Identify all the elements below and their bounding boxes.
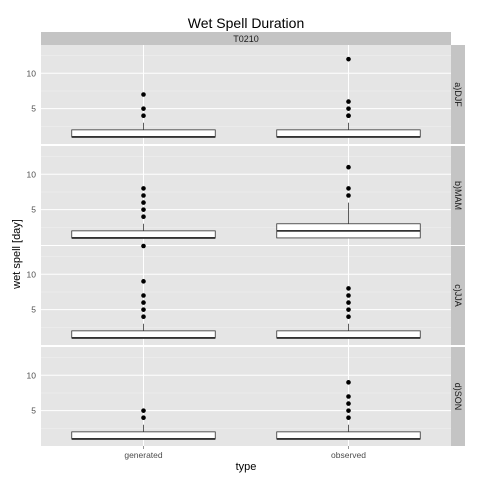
outlier-point xyxy=(141,408,146,413)
panel-3: 5 10 c)JJA xyxy=(27,243,465,345)
y-tick-label: 10 xyxy=(27,269,37,279)
panel-background xyxy=(41,246,451,345)
outlier-point xyxy=(346,164,351,170)
box-observed xyxy=(276,286,421,339)
outlier-point xyxy=(141,186,146,191)
box-body xyxy=(276,129,421,138)
top-strip-label: T0210 xyxy=(233,34,259,44)
panel-strip xyxy=(451,45,465,144)
y-tick-label: 5 xyxy=(31,205,36,215)
outlier-point xyxy=(141,307,146,312)
outlier-point xyxy=(141,106,146,111)
panel-strip-label: b)MAM xyxy=(453,181,463,210)
box-body xyxy=(71,330,216,339)
panel-strip xyxy=(451,246,465,345)
box-generated xyxy=(71,243,216,339)
box-generated xyxy=(71,186,216,239)
outlier-point xyxy=(346,193,351,198)
x-axis-title: type xyxy=(236,461,257,473)
x-axis: generated observed xyxy=(124,446,366,460)
panel-strip-label: d)SON xyxy=(453,383,463,411)
panel-4: 5 10 d)SON xyxy=(27,347,465,446)
panel-strip xyxy=(451,146,465,245)
box-observed xyxy=(276,380,421,440)
outlier-point xyxy=(141,193,146,198)
box-body xyxy=(276,330,421,339)
outlier-point xyxy=(141,214,146,220)
outlier-point xyxy=(346,314,351,320)
outlier-point xyxy=(141,279,146,284)
outlier-point xyxy=(346,186,351,191)
outlier-point xyxy=(141,92,146,97)
outlier-point xyxy=(141,314,146,320)
outlier-point xyxy=(346,286,351,291)
outlier-point xyxy=(141,243,146,249)
chart-title: Wet Spell Duration xyxy=(188,15,304,31)
outlier-point xyxy=(141,300,146,305)
box-observed xyxy=(276,56,421,138)
x-tick-label: observed xyxy=(331,450,366,460)
outlier-point xyxy=(346,99,351,104)
box-body xyxy=(71,431,216,440)
panel-strip-label: c)JJA xyxy=(453,284,463,307)
outlier-point xyxy=(141,113,146,119)
y-tick-label: 5 xyxy=(31,305,36,315)
outlier-point xyxy=(346,106,351,111)
panel-2: 5 10 b)MAM xyxy=(27,146,465,245)
y-tick-label: 10 xyxy=(27,169,37,179)
y-tick-label: 5 xyxy=(31,104,36,114)
outlier-point xyxy=(346,380,351,385)
outlier-point xyxy=(346,113,351,119)
box-body xyxy=(71,230,216,239)
box-body xyxy=(71,129,216,138)
box-observed xyxy=(276,164,421,239)
panel-strip-label: a)DJF xyxy=(453,82,463,107)
box-generated xyxy=(71,408,216,440)
outlier-point xyxy=(346,56,351,62)
outlier-point xyxy=(346,415,351,421)
y-tick-label: 10 xyxy=(27,68,37,78)
top-strip xyxy=(41,32,451,45)
x-tick-label: generated xyxy=(124,450,163,460)
outlier-point xyxy=(346,401,351,406)
y-tick-label: 10 xyxy=(27,370,37,380)
panel-background xyxy=(41,45,451,144)
panel-strip xyxy=(451,347,465,446)
outlier-point xyxy=(346,307,351,312)
box-generated xyxy=(71,92,216,138)
outlier-point xyxy=(141,293,146,298)
box-body xyxy=(276,431,421,440)
panel-1: 5 10 a)DJF xyxy=(27,45,465,144)
y-tick-label: 5 xyxy=(31,406,36,416)
panel-background xyxy=(41,347,451,446)
outlier-point xyxy=(141,207,146,212)
outlier-point xyxy=(346,394,351,399)
panels: 5 10 a)DJF 5 10 b)MAM 5 10 c)JJA 5 10 d)SON xyxy=(27,45,465,446)
outlier-point xyxy=(141,200,146,205)
y-axis-title: wet spell [day] xyxy=(11,219,23,290)
outlier-point xyxy=(346,408,351,413)
outlier-point xyxy=(346,293,351,298)
outlier-point xyxy=(141,415,146,421)
outlier-point xyxy=(346,300,351,305)
